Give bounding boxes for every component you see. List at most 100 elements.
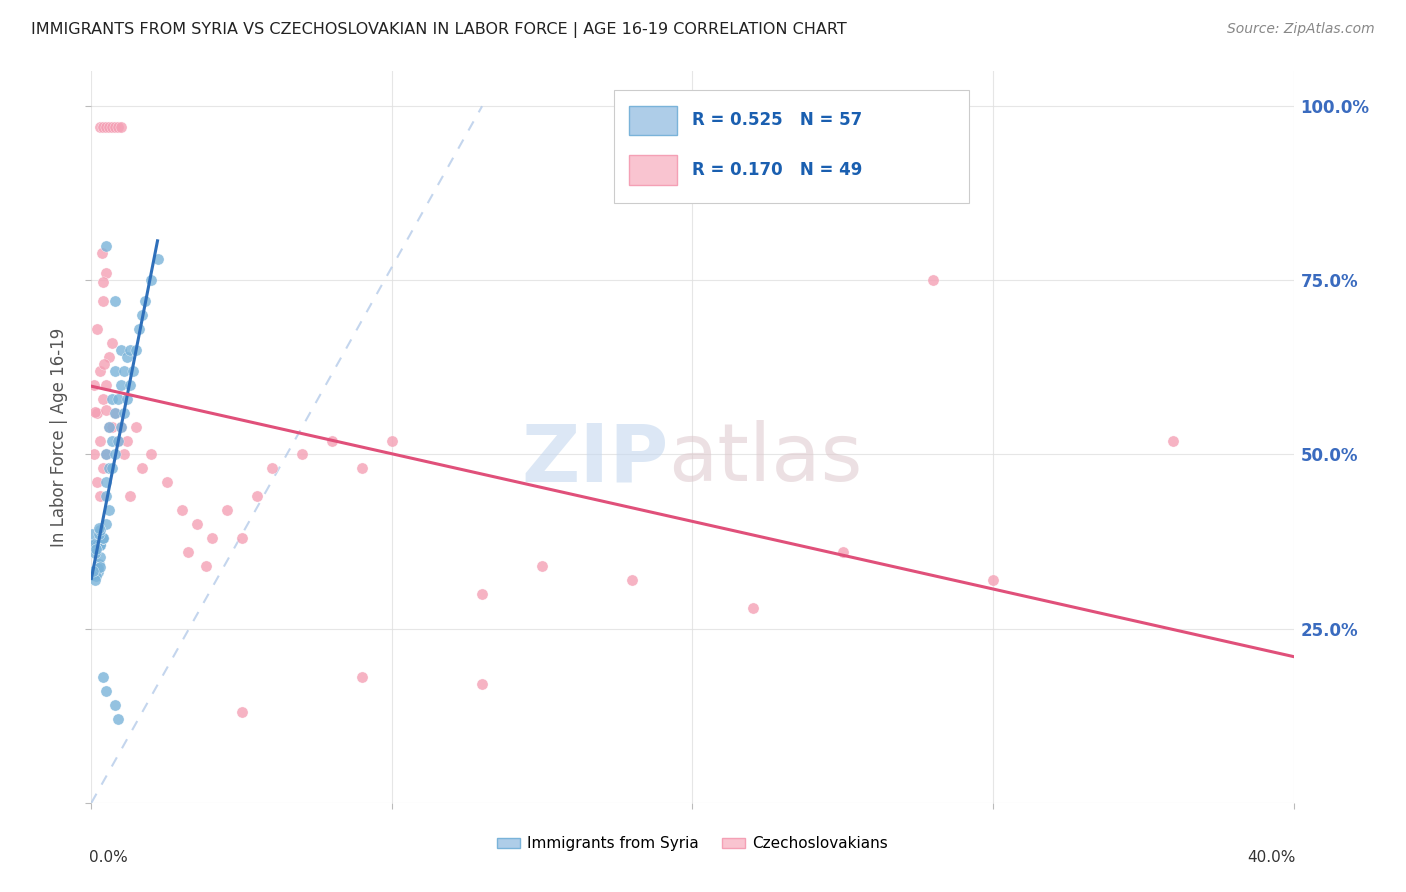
- Point: [89, 538, 111, 552]
- Point: [89, 434, 111, 448]
- Point: [84, 568, 107, 582]
- Point: [101, 461, 124, 475]
- Point: [91, 275, 114, 289]
- Point: [83, 538, 105, 552]
- Y-axis label: In Labor Force | Age 16-19: In Labor Force | Age 16-19: [49, 327, 67, 547]
- Point: [93, 531, 115, 545]
- Point: [981, 573, 1004, 587]
- Point: [122, 364, 145, 378]
- Point: [110, 377, 132, 392]
- Point: [86, 475, 108, 490]
- Point: [381, 434, 404, 448]
- Point: [89, 364, 111, 378]
- Point: [87, 561, 110, 575]
- Point: [87, 526, 110, 541]
- Point: [96, 120, 118, 134]
- Point: [741, 600, 763, 615]
- Point: [531, 558, 554, 573]
- Point: [1161, 434, 1184, 448]
- Point: [89, 538, 111, 552]
- Point: [471, 677, 494, 691]
- Point: [83, 377, 105, 392]
- Point: [117, 350, 139, 364]
- Point: [107, 434, 129, 448]
- Point: [96, 684, 118, 698]
- Point: [86, 538, 108, 552]
- Point: [350, 670, 373, 684]
- Point: [80, 567, 103, 582]
- Point: [120, 377, 142, 392]
- Point: [131, 461, 153, 475]
- Point: [101, 336, 124, 351]
- Point: [84, 573, 107, 587]
- Point: [120, 489, 142, 503]
- Point: [922, 273, 945, 287]
- Point: [201, 531, 224, 545]
- Point: [89, 523, 111, 537]
- Point: [91, 245, 114, 260]
- Point: [101, 392, 124, 406]
- Point: [86, 322, 108, 336]
- Point: [86, 406, 108, 420]
- Point: [141, 273, 163, 287]
- Point: [104, 698, 127, 713]
- Point: [117, 434, 139, 448]
- Point: [87, 521, 110, 535]
- FancyBboxPatch shape: [614, 90, 969, 203]
- Point: [101, 434, 124, 448]
- Point: [117, 392, 139, 406]
- Point: [83, 538, 105, 552]
- Point: [114, 364, 136, 378]
- Point: [83, 538, 105, 552]
- Point: [131, 308, 153, 322]
- Point: [87, 557, 110, 571]
- Point: [93, 531, 115, 545]
- Point: [291, 448, 314, 462]
- Point: [86, 538, 108, 552]
- Text: Source: ZipAtlas.com: Source: ZipAtlas.com: [1227, 22, 1375, 37]
- Point: [96, 377, 118, 392]
- Point: [86, 561, 108, 575]
- Point: [83, 538, 105, 552]
- Point: [107, 434, 129, 448]
- Point: [84, 546, 107, 560]
- Point: [89, 489, 111, 503]
- Point: [104, 406, 127, 420]
- Point: [98, 419, 121, 434]
- Point: [83, 537, 105, 551]
- Point: [84, 405, 107, 419]
- Point: [93, 531, 115, 545]
- Point: [86, 538, 108, 552]
- Point: [194, 558, 217, 573]
- Point: [215, 503, 238, 517]
- Point: [93, 531, 115, 545]
- Point: [93, 670, 115, 684]
- Point: [128, 322, 150, 336]
- Point: [146, 252, 169, 267]
- Point: [110, 343, 132, 357]
- Point: [96, 402, 118, 417]
- Text: R = 0.525   N = 57: R = 0.525 N = 57: [692, 112, 863, 129]
- Text: 40.0%: 40.0%: [1247, 850, 1296, 865]
- Point: [83, 448, 105, 462]
- Text: IMMIGRANTS FROM SYRIA VS CZECHOSLOVAKIAN IN LABOR FORCE | AGE 16-19 CORRELATION : IMMIGRANTS FROM SYRIA VS CZECHOSLOVAKIAN…: [31, 22, 846, 38]
- Point: [82, 527, 104, 541]
- Point: [82, 564, 104, 578]
- Point: [93, 392, 115, 406]
- Point: [246, 489, 269, 503]
- Point: [110, 419, 132, 434]
- Point: [86, 538, 108, 552]
- Point: [98, 419, 121, 434]
- Point: [93, 461, 115, 475]
- Point: [98, 461, 121, 475]
- Point: [96, 266, 118, 280]
- Point: [471, 587, 494, 601]
- Point: [96, 517, 118, 532]
- Text: ZIP: ZIP: [522, 420, 668, 498]
- Point: [104, 120, 127, 134]
- Point: [89, 538, 111, 552]
- Point: [86, 560, 108, 574]
- Point: [104, 364, 127, 378]
- Point: [83, 538, 105, 552]
- Point: [83, 538, 105, 552]
